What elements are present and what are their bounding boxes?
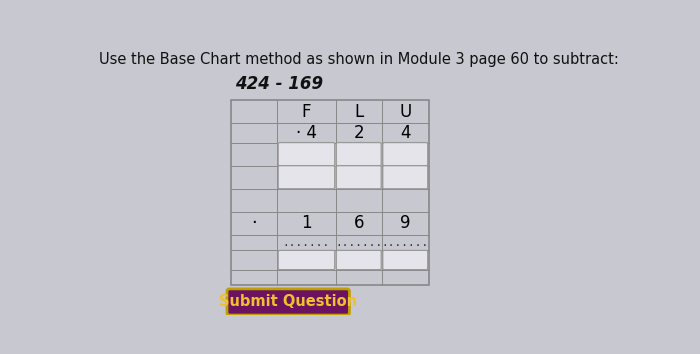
FancyBboxPatch shape [336, 166, 382, 189]
Text: 9: 9 [400, 215, 410, 233]
FancyBboxPatch shape [383, 166, 428, 189]
Text: 4: 4 [400, 124, 410, 142]
FancyBboxPatch shape [383, 143, 428, 166]
FancyBboxPatch shape [336, 143, 382, 166]
FancyBboxPatch shape [278, 250, 335, 270]
FancyBboxPatch shape [383, 250, 428, 270]
Text: .......: ....... [382, 238, 429, 248]
Text: 6: 6 [354, 215, 364, 233]
Text: U: U [399, 103, 412, 121]
Text: · 4: · 4 [296, 124, 317, 142]
Text: · · · · ·: · · · · · [293, 173, 319, 182]
FancyBboxPatch shape [278, 143, 335, 166]
Text: Use the Base Chart method as shown in Module 3 page 60 to subtract:: Use the Base Chart method as shown in Mo… [99, 52, 619, 67]
Text: 2: 2 [354, 124, 364, 142]
FancyBboxPatch shape [227, 289, 349, 315]
Text: ·: · [251, 215, 257, 233]
Text: 424 - 169: 424 - 169 [234, 75, 323, 93]
Text: .......: ....... [335, 238, 382, 248]
Text: 1: 1 [301, 215, 312, 233]
Text: .......: ....... [283, 238, 330, 248]
Text: Submit Question: Submit Question [219, 295, 357, 309]
Bar [231, 100, 428, 285]
FancyBboxPatch shape [336, 250, 382, 270]
Text: L: L [354, 103, 363, 121]
Text: F: F [302, 103, 312, 121]
FancyBboxPatch shape [278, 166, 335, 189]
